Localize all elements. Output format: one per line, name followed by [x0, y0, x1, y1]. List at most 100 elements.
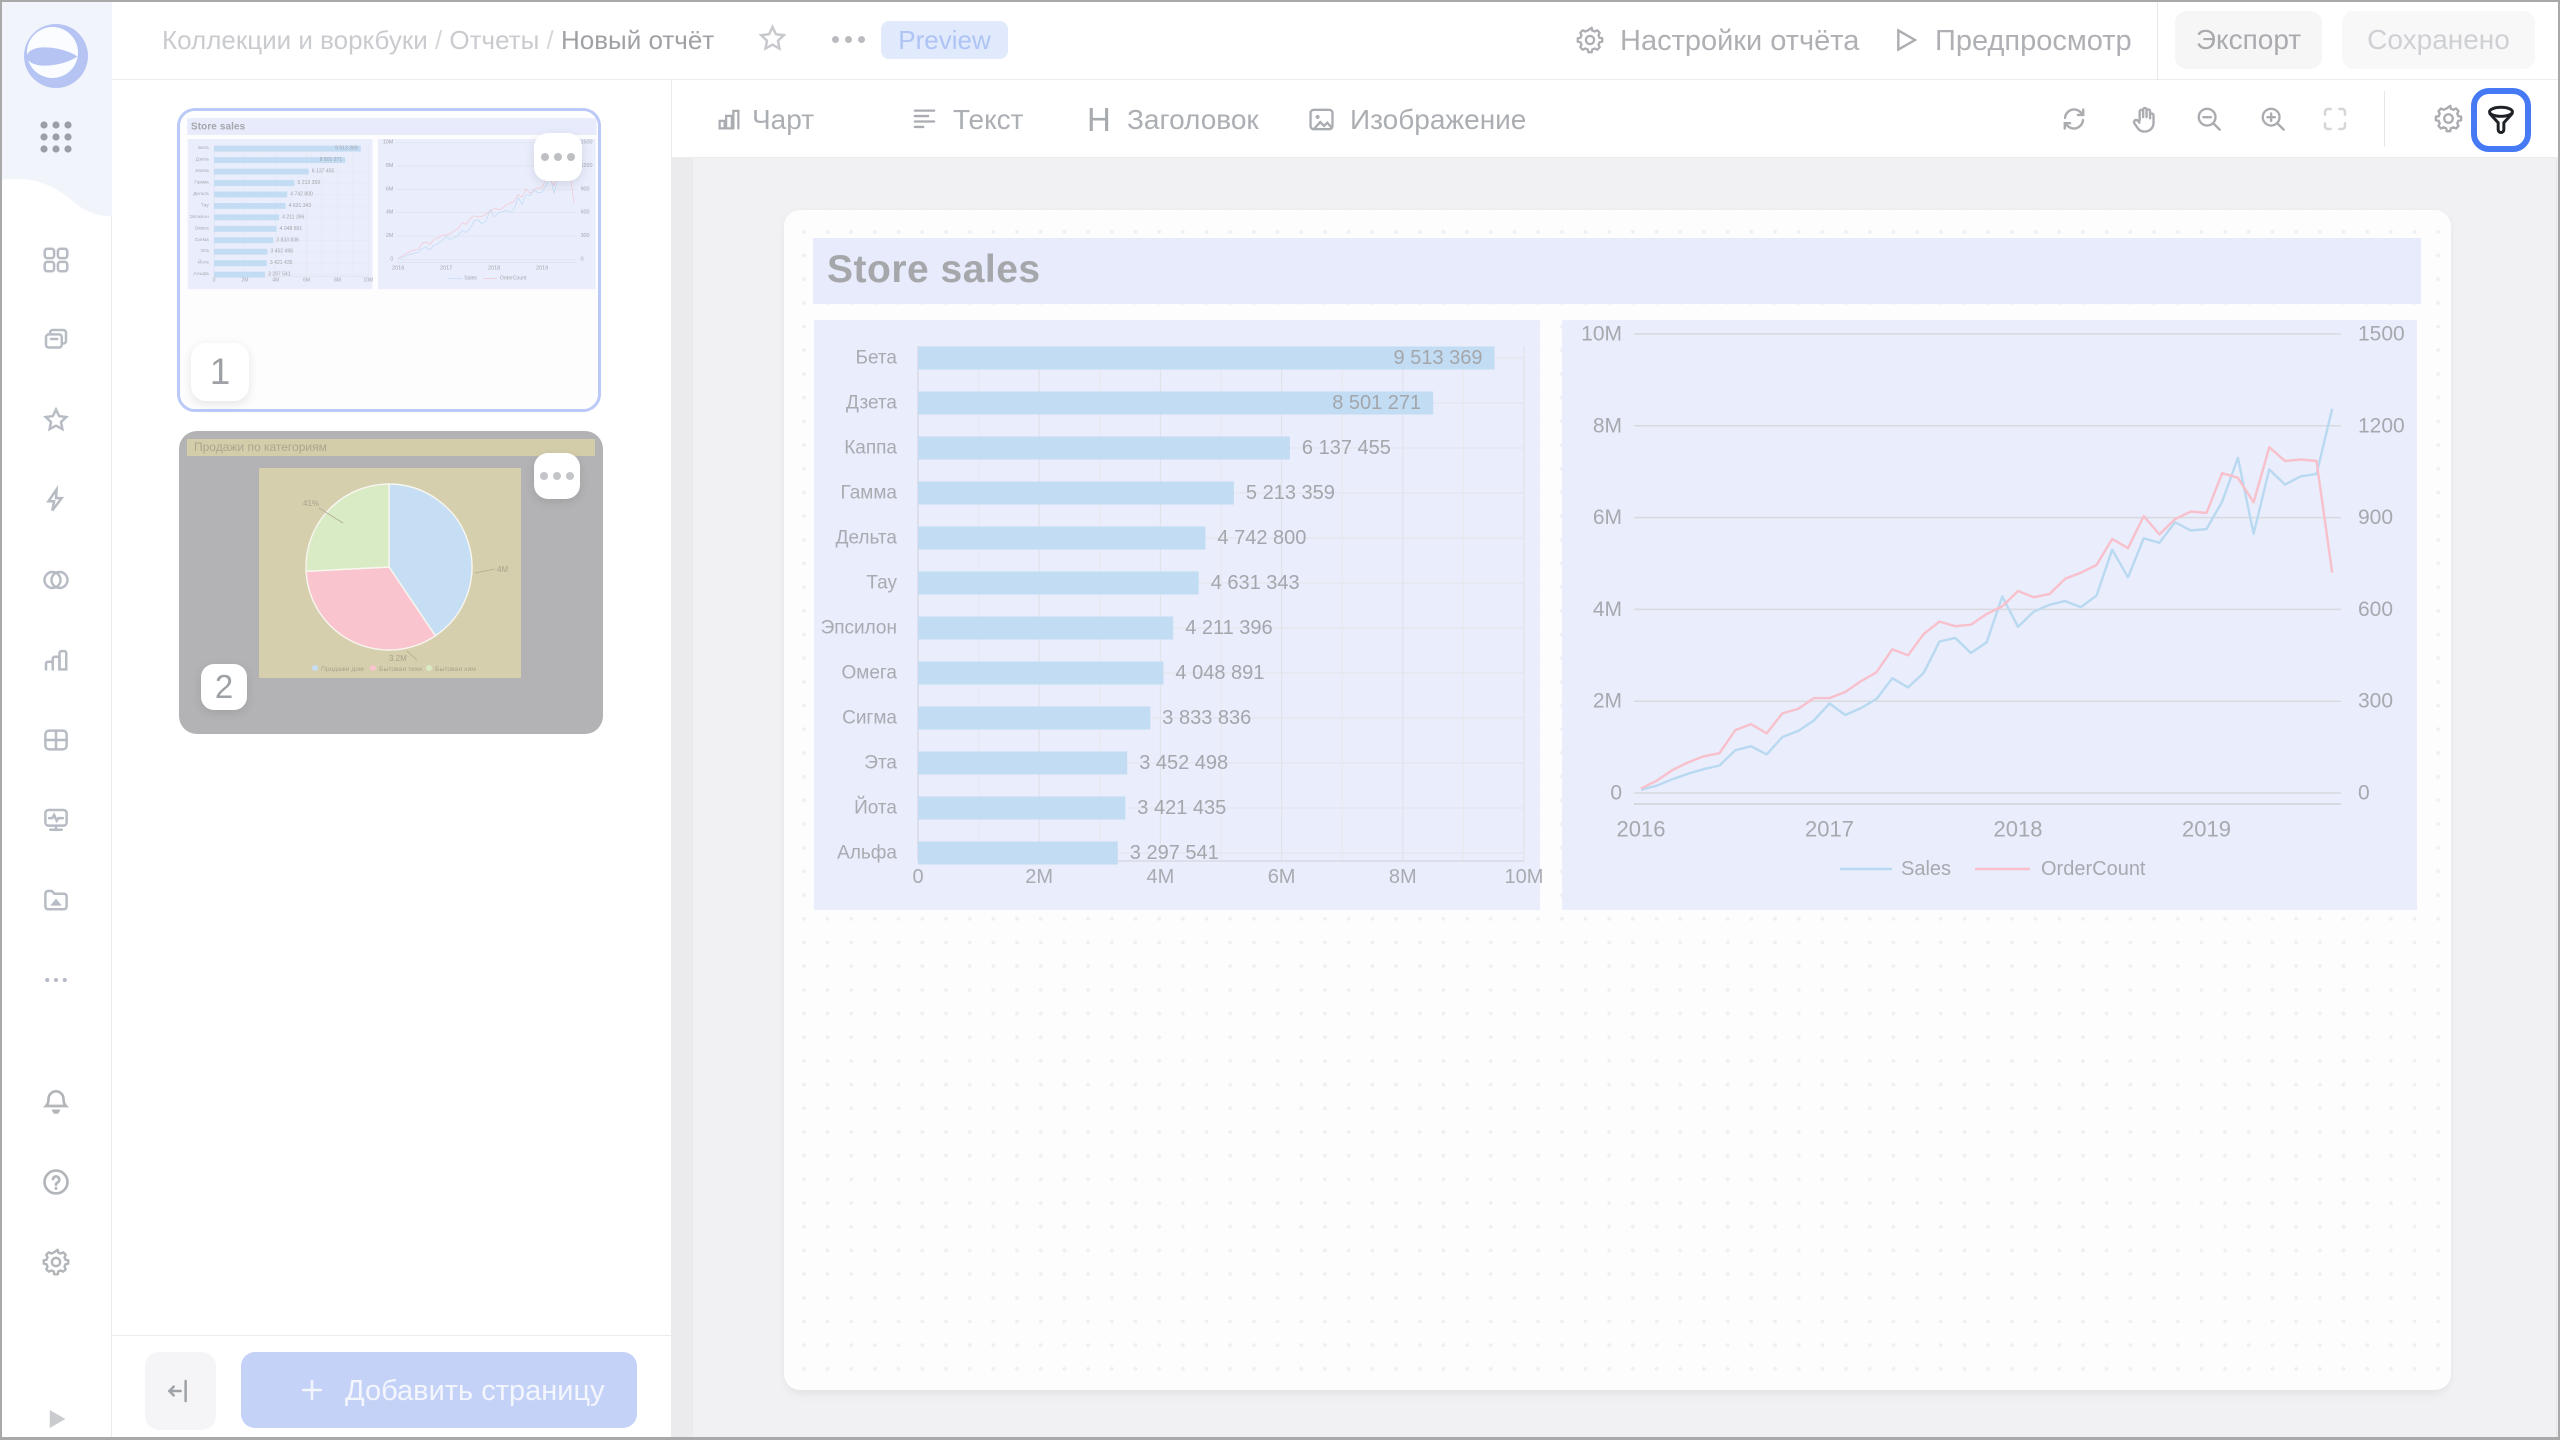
- svg-text:0: 0: [2358, 782, 2370, 805]
- svg-text:6M: 6M: [386, 186, 393, 192]
- svg-text:4M: 4M: [386, 210, 393, 216]
- svg-text:0: 0: [912, 866, 923, 888]
- svg-text:10M: 10M: [1581, 323, 1622, 346]
- svg-text:8M: 8M: [386, 163, 393, 169]
- svg-text:Дзета: Дзета: [846, 393, 897, 414]
- svg-text:0: 0: [581, 256, 584, 262]
- svg-text:2M: 2M: [1025, 866, 1053, 888]
- svg-text:4 631 343: 4 631 343: [1211, 572, 1300, 594]
- svg-text:8 501 271: 8 501 271: [1332, 392, 1421, 414]
- svg-text:Эпсилон: Эпсилон: [821, 618, 897, 639]
- svg-text:6M: 6M: [1593, 506, 1622, 529]
- svg-text:2016: 2016: [392, 266, 404, 272]
- svg-text:2019: 2019: [536, 266, 548, 272]
- svg-text:9 513 369: 9 513 369: [1394, 347, 1483, 369]
- svg-text:3 297 541: 3 297 541: [1130, 842, 1219, 864]
- svg-text:3 452 498: 3 452 498: [1139, 752, 1228, 774]
- svg-text:2016: 2016: [1617, 817, 1666, 842]
- svg-text:8M: 8M: [1389, 866, 1417, 888]
- svg-text:Каппа: Каппа: [844, 438, 897, 459]
- svg-text:900: 900: [581, 186, 590, 192]
- svg-text:Каппа: Каппа: [195, 168, 209, 174]
- svg-text:600: 600: [581, 210, 590, 216]
- svg-text:4 742 800: 4 742 800: [1217, 527, 1306, 549]
- svg-text:4M: 4M: [1147, 866, 1175, 888]
- svg-text:4 048 891: 4 048 891: [280, 226, 303, 232]
- svg-text:Бета: Бета: [198, 145, 209, 151]
- svg-text:Гамма: Гамма: [194, 180, 209, 186]
- svg-text:Бытовая техн: Бытовая техн: [379, 666, 422, 673]
- svg-text:3 452 498: 3 452 498: [270, 249, 293, 255]
- svg-text:Сигма: Сигма: [195, 237, 209, 243]
- svg-text:0: 0: [213, 278, 216, 284]
- svg-text:Эпсилон: Эпсилон: [189, 214, 209, 220]
- svg-text:Дзета: Дзета: [196, 157, 209, 163]
- svg-text:3 833 836: 3 833 836: [276, 237, 299, 243]
- svg-text:5 213 359: 5 213 359: [1246, 482, 1335, 504]
- svg-text:4 211 396: 4 211 396: [282, 214, 304, 220]
- svg-text:4 742 800: 4 742 800: [290, 191, 313, 197]
- svg-text:4 211 396: 4 211 396: [1185, 617, 1273, 639]
- svg-text:9 513 369: 9 513 369: [335, 146, 358, 152]
- svg-text:3 833 836: 3 833 836: [1162, 707, 1251, 729]
- svg-text:1200: 1200: [2358, 414, 2405, 437]
- svg-text:3 421 435: 3 421 435: [1137, 797, 1226, 819]
- svg-text:4 631 343: 4 631 343: [289, 203, 312, 209]
- svg-text:Йота: Йота: [198, 258, 209, 266]
- svg-text:Бытовая хим: Бытовая хим: [435, 666, 476, 673]
- svg-text:8 501 271: 8 501 271: [320, 157, 343, 163]
- svg-text:Омега: Омега: [842, 663, 898, 684]
- svg-text:3.2M: 3.2M: [389, 654, 407, 663]
- svg-text:5 213 359: 5 213 359: [298, 180, 321, 186]
- svg-text:0: 0: [390, 256, 393, 262]
- svg-text:2017: 2017: [440, 266, 452, 272]
- svg-text:Эта: Эта: [200, 248, 209, 254]
- svg-text:Sales: Sales: [1901, 858, 1951, 880]
- svg-text:Бета: Бета: [856, 348, 898, 369]
- svg-text:Альфа: Альфа: [837, 843, 897, 864]
- svg-text:Дельта: Дельта: [836, 528, 898, 549]
- svg-text:Продажи дом: Продажи дом: [321, 666, 364, 673]
- svg-text:4 048 891: 4 048 891: [1175, 662, 1264, 684]
- svg-text:Омега: Омега: [195, 225, 209, 231]
- svg-text:3 297 541: 3 297 541: [268, 272, 291, 278]
- svg-text:Йота: Йота: [854, 797, 897, 819]
- svg-text:10M: 10M: [1505, 866, 1544, 888]
- svg-text:300: 300: [581, 233, 590, 239]
- svg-text:10M: 10M: [383, 140, 393, 146]
- svg-text:4M: 4M: [272, 278, 279, 284]
- svg-text:600: 600: [2358, 598, 2393, 621]
- svg-text:OrderCount: OrderCount: [2041, 858, 2146, 880]
- svg-text:0: 0: [1610, 782, 1622, 805]
- svg-text:900: 900: [2358, 506, 2393, 529]
- svg-text:2017: 2017: [1805, 817, 1854, 842]
- svg-text:6 137 455: 6 137 455: [1302, 437, 1391, 459]
- svg-text:OrderCount: OrderCount: [500, 276, 527, 282]
- svg-text:4M: 4M: [1593, 598, 1622, 621]
- svg-text:3 421 435: 3 421 435: [270, 260, 293, 266]
- svg-text:Дельта: Дельта: [193, 191, 209, 197]
- svg-text:6M: 6M: [1268, 866, 1296, 888]
- svg-text:6M: 6M: [303, 278, 310, 284]
- svg-text:2018: 2018: [1994, 817, 2043, 842]
- svg-text:2M: 2M: [241, 278, 248, 284]
- svg-text:6 137 455: 6 137 455: [312, 169, 335, 175]
- svg-text:1200: 1200: [581, 163, 593, 169]
- svg-text:Sales: Sales: [464, 276, 477, 282]
- svg-text:Тау: Тау: [866, 573, 897, 594]
- svg-text:8M: 8M: [334, 278, 341, 284]
- svg-text:300: 300: [2358, 690, 2393, 713]
- svg-text:2019: 2019: [2182, 817, 2231, 842]
- svg-text:Гамма: Гамма: [841, 483, 898, 504]
- svg-text:41%: 41%: [303, 499, 319, 508]
- svg-text:10M: 10M: [363, 278, 373, 284]
- svg-text:1500: 1500: [581, 140, 593, 146]
- svg-text:Эта: Эта: [864, 753, 897, 774]
- svg-text:Альфа: Альфа: [194, 271, 210, 277]
- svg-text:Тау: Тау: [201, 202, 209, 208]
- svg-text:8M: 8M: [1593, 414, 1622, 437]
- svg-text:1500: 1500: [2358, 323, 2405, 346]
- svg-text:Сигма: Сигма: [842, 708, 897, 729]
- svg-text:2018: 2018: [488, 266, 500, 272]
- svg-text:2M: 2M: [386, 233, 393, 239]
